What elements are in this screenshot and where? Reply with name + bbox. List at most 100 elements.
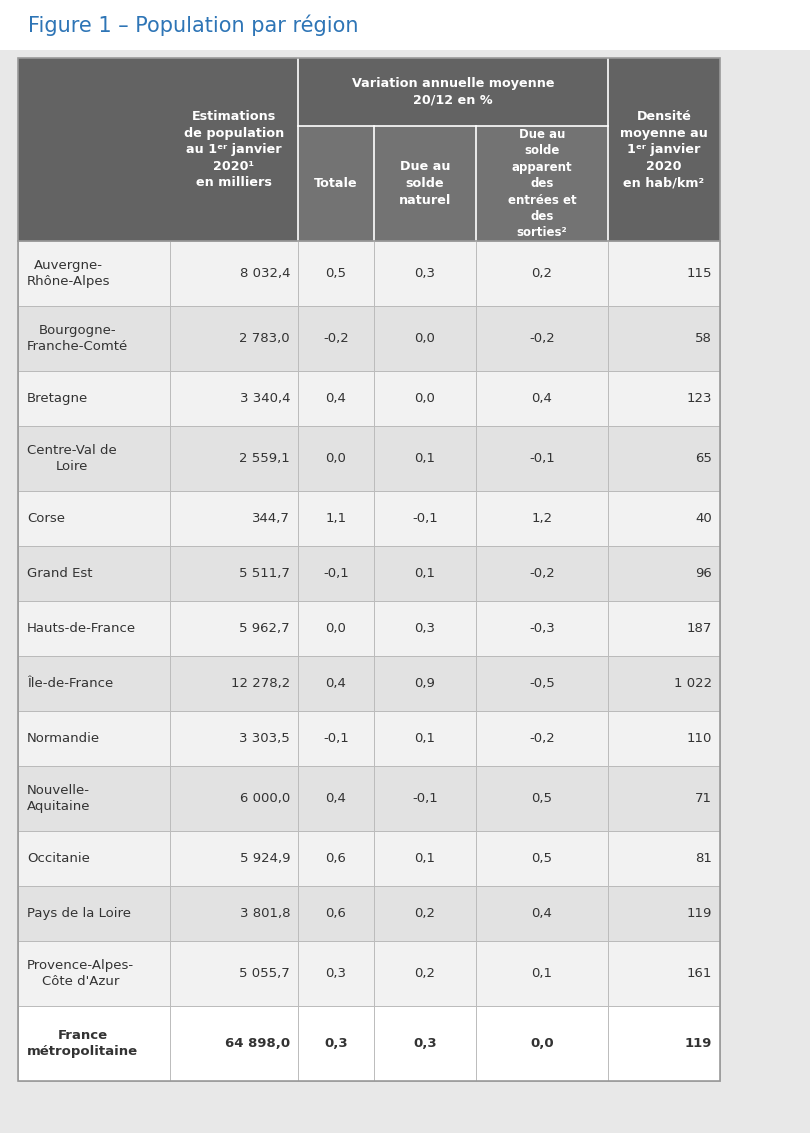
Text: Corse: Corse — [27, 512, 65, 525]
Text: 65: 65 — [695, 452, 712, 465]
Text: 119: 119 — [684, 1037, 712, 1050]
Text: 0,1: 0,1 — [415, 852, 436, 864]
Text: 1 022: 1 022 — [674, 678, 712, 690]
Text: 0,2: 0,2 — [415, 966, 436, 980]
Bar — [18, 766, 720, 830]
Text: 58: 58 — [695, 332, 712, 346]
Text: 0,4: 0,4 — [326, 678, 347, 690]
Text: Grand Est: Grand Est — [27, 566, 92, 580]
Text: 344,7: 344,7 — [252, 512, 290, 525]
Text: 40: 40 — [695, 512, 712, 525]
Bar — [18, 58, 720, 1081]
Text: 8 032,4: 8 032,4 — [240, 267, 290, 280]
Text: 0,5: 0,5 — [326, 267, 347, 280]
Bar — [298, 126, 374, 241]
Bar — [18, 656, 720, 712]
Text: 115: 115 — [687, 267, 712, 280]
Bar — [18, 241, 720, 306]
Text: 0,4: 0,4 — [531, 392, 552, 404]
Text: 0,1: 0,1 — [415, 732, 436, 746]
Text: 1,2: 1,2 — [531, 512, 552, 525]
Text: 0,0: 0,0 — [326, 452, 347, 465]
Bar — [18, 491, 720, 546]
Text: -0,1: -0,1 — [323, 732, 349, 746]
Text: Totale: Totale — [314, 177, 358, 190]
Text: -0,1: -0,1 — [529, 452, 555, 465]
Text: 5 055,7: 5 055,7 — [239, 966, 290, 980]
Text: 119: 119 — [687, 908, 712, 920]
Text: 0,3: 0,3 — [415, 267, 436, 280]
Text: Bourgogne-
Franche-Comté: Bourgogne- Franche-Comté — [27, 324, 128, 353]
Bar — [18, 306, 720, 370]
Text: 3 801,8: 3 801,8 — [240, 908, 290, 920]
Text: 2 783,0: 2 783,0 — [240, 332, 290, 346]
Text: 0,5: 0,5 — [531, 792, 552, 806]
Text: 0,2: 0,2 — [531, 267, 552, 280]
Text: 187: 187 — [687, 622, 712, 634]
Text: 3 303,5: 3 303,5 — [239, 732, 290, 746]
Text: France
métropolitaine: France métropolitaine — [27, 1029, 139, 1058]
Text: 81: 81 — [695, 852, 712, 864]
Text: 12 278,2: 12 278,2 — [231, 678, 290, 690]
Text: 5 924,9: 5 924,9 — [240, 852, 290, 864]
Text: 96: 96 — [695, 566, 712, 580]
Text: Provence-Alpes-
Côte d'Azur: Provence-Alpes- Côte d'Azur — [27, 959, 134, 988]
Bar — [18, 886, 720, 942]
Text: Due au
solde
apparent
des
entrées et
des
sorties²: Due au solde apparent des entrées et des… — [508, 128, 576, 239]
Text: -0,3: -0,3 — [529, 622, 555, 634]
Text: Normandie: Normandie — [27, 732, 100, 746]
Text: Estimations
de population
au 1ᵉʳ janvier
2020¹
en milliers: Estimations de population au 1ᵉʳ janvier… — [184, 110, 284, 189]
Text: Occitanie: Occitanie — [27, 852, 90, 864]
Text: 0,0: 0,0 — [415, 332, 436, 346]
Text: -0,5: -0,5 — [529, 678, 555, 690]
Text: -0,1: -0,1 — [412, 512, 438, 525]
Bar — [18, 58, 170, 241]
Text: Pays de la Loire: Pays de la Loire — [27, 908, 131, 920]
Text: 0,0: 0,0 — [531, 1037, 554, 1050]
Text: Nouvelle-
Aquitaine: Nouvelle- Aquitaine — [27, 784, 91, 813]
Bar — [0, 0, 810, 50]
Text: 0,6: 0,6 — [326, 852, 347, 864]
Text: -0,2: -0,2 — [529, 732, 555, 746]
Bar — [476, 126, 608, 241]
Text: 123: 123 — [687, 392, 712, 404]
Text: 0,3: 0,3 — [326, 966, 347, 980]
Text: 0,4: 0,4 — [326, 792, 347, 806]
Text: 0,3: 0,3 — [415, 622, 436, 634]
Bar — [18, 600, 720, 656]
Bar — [18, 1006, 720, 1081]
Text: Hauts-de-France: Hauts-de-France — [27, 622, 136, 634]
Text: 0,1: 0,1 — [531, 966, 552, 980]
Bar — [170, 58, 298, 241]
Text: Bretagne: Bretagne — [27, 392, 88, 404]
Text: Densité
moyenne au
1ᵉʳ janvier
2020
en hab/km²: Densité moyenne au 1ᵉʳ janvier 2020 en h… — [620, 110, 708, 189]
Text: Variation annuelle moyenne
20/12 en %: Variation annuelle moyenne 20/12 en % — [352, 77, 554, 107]
Text: 0,5: 0,5 — [531, 852, 552, 864]
Text: Centre-Val de
Loire: Centre-Val de Loire — [27, 444, 117, 474]
Text: Figure 1 – Population par région: Figure 1 – Population par région — [28, 15, 359, 36]
Text: 3 340,4: 3 340,4 — [240, 392, 290, 404]
Text: Due au
solde
naturel: Due au solde naturel — [399, 161, 451, 206]
Bar — [18, 712, 720, 766]
Text: 5 962,7: 5 962,7 — [240, 622, 290, 634]
Text: 0,0: 0,0 — [415, 392, 436, 404]
Text: 6 000,0: 6 000,0 — [240, 792, 290, 806]
Text: -0,2: -0,2 — [323, 332, 349, 346]
Text: 161: 161 — [687, 966, 712, 980]
Bar — [18, 546, 720, 600]
Bar — [298, 58, 608, 126]
Bar — [18, 370, 720, 426]
Text: 0,4: 0,4 — [326, 392, 347, 404]
Text: Île-de-France: Île-de-France — [27, 678, 113, 690]
Text: 0,6: 0,6 — [326, 908, 347, 920]
Text: -0,1: -0,1 — [323, 566, 349, 580]
Text: 5 511,7: 5 511,7 — [239, 566, 290, 580]
Text: 0,0: 0,0 — [326, 622, 347, 634]
Text: Auvergne-
Rhône-Alpes: Auvergne- Rhône-Alpes — [27, 258, 110, 288]
Text: 64 898,0: 64 898,0 — [225, 1037, 290, 1050]
Text: 0,3: 0,3 — [324, 1037, 347, 1050]
Text: 0,1: 0,1 — [415, 566, 436, 580]
Text: 0,9: 0,9 — [415, 678, 436, 690]
Text: 71: 71 — [695, 792, 712, 806]
Text: 110: 110 — [687, 732, 712, 746]
